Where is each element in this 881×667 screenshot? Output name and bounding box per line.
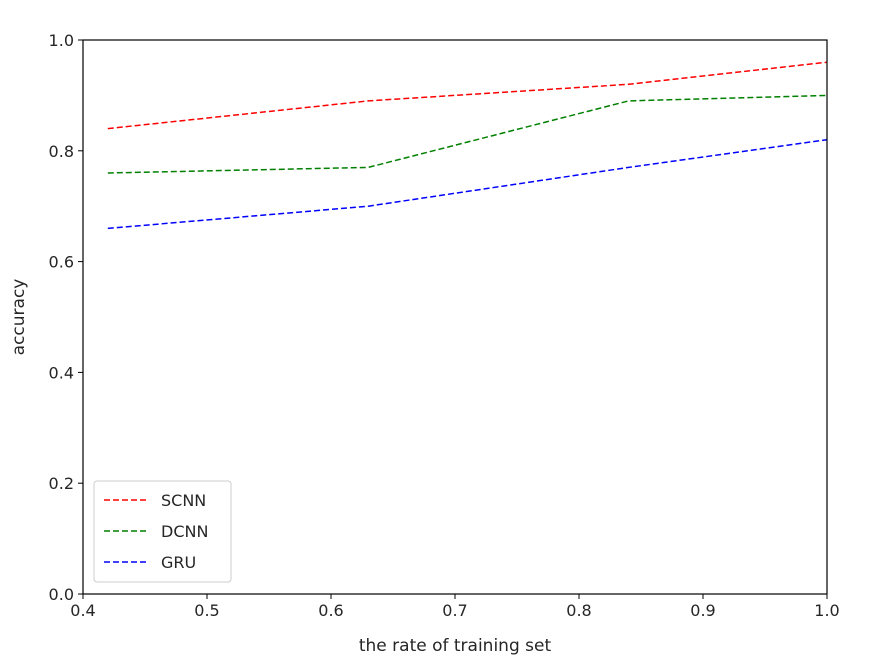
x-tick-label: 0.8 [566, 601, 591, 620]
x-tick-label: 0.9 [690, 601, 715, 620]
y-tick-label: 0.2 [49, 474, 74, 493]
x-axis: 0.4 0.5 0.6 0.7 0.8 0.9 1.0 [70, 594, 840, 620]
series-line-scnn [107, 61, 828, 130]
x-axis-label: the rate of training set [359, 636, 552, 656]
y-tick-label: 0.6 [49, 253, 74, 272]
x-tick-label: 0.5 [194, 601, 219, 620]
y-tick-label: 0.0 [49, 585, 74, 604]
x-tick-label: 1.0 [814, 601, 839, 620]
x-tick-label: 0.6 [318, 601, 343, 620]
x-tick-label: 0.4 [70, 601, 95, 620]
y-tick-label: 1.0 [49, 31, 74, 50]
legend-box [93, 480, 232, 583]
y-axis: 0.0 0.2 0.4 0.6 0.8 1.0 [49, 31, 83, 604]
series-line-dcnn [107, 94, 828, 174]
legend: SCNN DCNN GRU [93, 480, 232, 583]
x-tick-label: 0.7 [442, 601, 467, 620]
legend-label-dcnn: DCNN [161, 522, 208, 541]
legend-label-gru: GRU [161, 553, 196, 572]
series-layer [107, 61, 828, 230]
y-tick-label: 0.4 [49, 363, 74, 382]
y-tick-label: 0.8 [49, 142, 74, 161]
series-line-gru [107, 138, 828, 230]
legend-label-scnn: SCNN [161, 491, 206, 510]
y-axis-label: accuracy [9, 279, 29, 356]
